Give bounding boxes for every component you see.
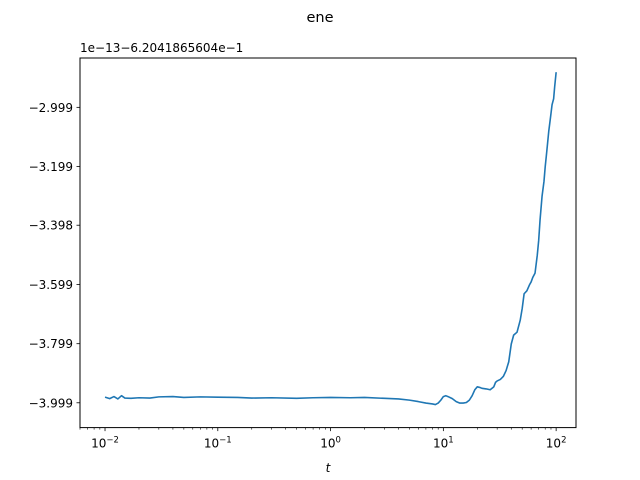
y-axis: −2.999 −3.199 −3.398 −3.599 −3.799 −3.999 [29, 101, 80, 410]
y-tick-label-4: −3.799 [29, 337, 73, 351]
x-axis: 10−2 10−1 100 101 102 [79, 427, 567, 451]
series-line-0 [104, 72, 557, 406]
x-tick-label-2: 100 [320, 436, 341, 451]
x-tick-label-4: 102 [546, 436, 567, 451]
chart-title: ene [306, 10, 333, 26]
y-tick-label-3: −3.599 [29, 278, 73, 292]
x-tick-label-1: 10−1 [204, 436, 232, 451]
y-tick-label-2: −3.398 [29, 219, 73, 233]
y-tick-label-1: −3.199 [29, 160, 73, 174]
x-tick-label-3: 101 [433, 436, 454, 451]
y-offset-label: 1e−13−6.2041865604e−1 [80, 41, 243, 55]
y-tick-label-5: −3.999 [29, 396, 73, 410]
axes-frame [79, 57, 577, 429]
plot-area [104, 72, 557, 406]
x-axis-label: t [326, 461, 332, 475]
x-tick-label-0: 10−2 [91, 436, 119, 451]
y-tick-label-0: −2.999 [29, 101, 73, 115]
